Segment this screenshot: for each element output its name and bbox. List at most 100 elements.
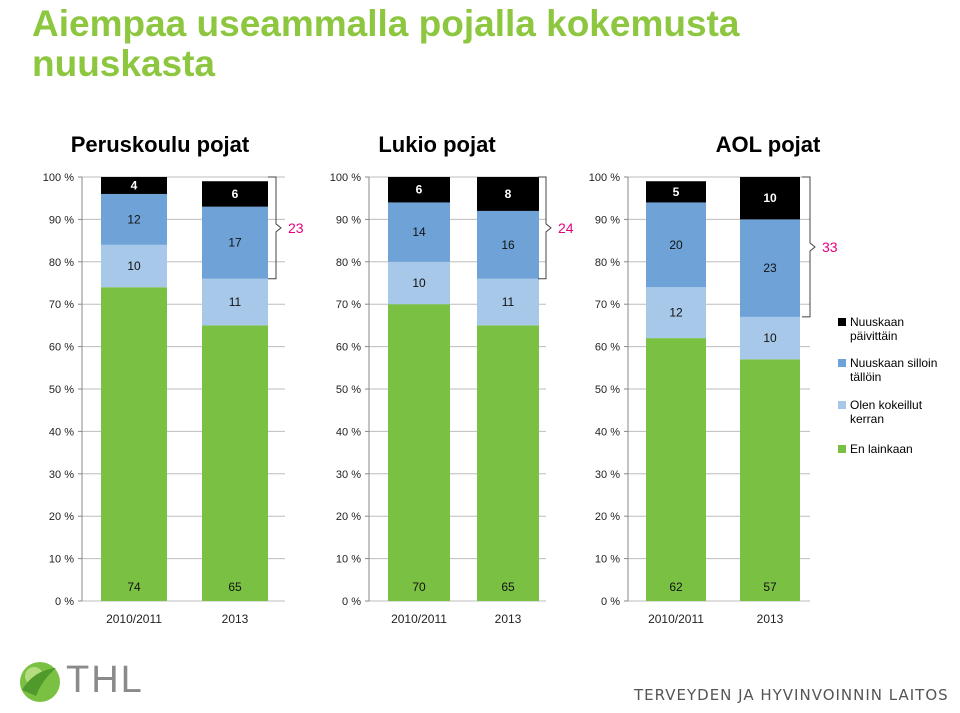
bar-segment: [101, 287, 167, 601]
x-tick-label: 2013: [222, 612, 249, 626]
legend-swatch: [838, 445, 846, 453]
y-tick-label: 50 %: [49, 384, 74, 396]
legend-label: kerran: [850, 412, 884, 426]
data-label: 62: [669, 580, 683, 594]
data-label: 6: [416, 183, 423, 197]
y-tick-label: 80 %: [336, 257, 361, 269]
data-label: 74: [127, 580, 141, 594]
data-label: 11: [229, 295, 242, 309]
y-tick-label: 30 %: [336, 469, 361, 481]
bracket: [802, 176, 816, 318]
logo-text: THL: [66, 659, 144, 701]
data-label: 8: [505, 187, 512, 201]
legend-label: En lainkaan: [850, 442, 913, 456]
y-tick-label: 20 %: [595, 511, 620, 523]
bar-segment: [202, 206, 268, 279]
y-tick-label: 0 %: [342, 596, 361, 608]
data-label: 23: [763, 261, 777, 275]
y-tick-label: 40 %: [336, 426, 361, 438]
x-tick-label: 2013: [757, 612, 784, 626]
slide-title: Aiempaa useammalla pojalla kokemusta nuu…: [32, 3, 740, 84]
data-label: 16: [501, 238, 515, 252]
y-tick-label: 40 %: [49, 426, 74, 438]
legend-label: Nuuskaan: [850, 315, 904, 329]
bracket-sum-label: 24: [558, 220, 574, 236]
bar-segment: [477, 325, 539, 601]
chart-title: Lukio pojat: [378, 132, 496, 157]
bar-segment: [646, 202, 706, 288]
data-label: 6: [232, 187, 239, 201]
data-label: 10: [763, 331, 777, 345]
y-tick-label: 10 %: [595, 554, 620, 566]
data-label: 10: [763, 191, 777, 205]
bar-segment: [477, 210, 539, 279]
data-label: 70: [412, 580, 426, 594]
organization-name: TERVEYDEN JA HYVINVOINNIN LAITOS: [634, 686, 949, 704]
data-label: 57: [763, 580, 777, 594]
y-tick-label: 70 %: [336, 299, 361, 311]
y-tick-label: 100 %: [43, 172, 74, 184]
legend-swatch: [838, 359, 846, 367]
y-tick-label: 10 %: [336, 554, 361, 566]
bar-segment: [202, 325, 268, 601]
bracket: [538, 176, 552, 280]
thl-logo-icon: [20, 662, 60, 702]
data-label: 20: [669, 238, 683, 252]
y-tick-label: 20 %: [336, 511, 361, 523]
bar-segment: [740, 316, 800, 360]
legend-label: päivittäin: [850, 329, 897, 343]
data-label: 4: [131, 178, 138, 192]
bar-segment: [740, 177, 800, 220]
bar-segment: [477, 278, 539, 326]
y-tick-label: 90 %: [49, 214, 74, 226]
x-tick-label: 2010/2011: [391, 612, 447, 626]
x-tick-label: 2013: [495, 612, 522, 626]
bracket-sum-label: 23: [288, 220, 304, 236]
y-tick-label: 60 %: [595, 342, 620, 354]
data-label: 12: [669, 306, 683, 320]
y-tick-label: 0 %: [601, 596, 620, 608]
bar-segment: [101, 177, 167, 194]
bar-segment: [388, 304, 450, 601]
bracket: [268, 176, 282, 280]
chart-title: Peruskoulu pojat: [71, 132, 250, 157]
legend-swatch: [838, 318, 846, 326]
bar-segment: [388, 202, 450, 262]
bar-segment: [388, 177, 450, 203]
y-tick-label: 90 %: [595, 214, 620, 226]
bar-segment: [646, 181, 706, 203]
data-label: 11: [502, 295, 515, 309]
x-tick-label: 2010/2011: [106, 612, 162, 626]
bar-segment: [740, 219, 800, 317]
bar-segment: [740, 359, 800, 601]
bar-segment: [646, 287, 706, 339]
y-tick-label: 30 %: [595, 469, 620, 481]
legend-label: tällöin: [850, 370, 881, 384]
y-tick-label: 20 %: [49, 511, 74, 523]
legend-label: Nuuskaan silloin: [850, 356, 937, 370]
y-tick-label: 70 %: [49, 299, 74, 311]
data-label: 10: [412, 276, 426, 290]
y-tick-label: 100 %: [330, 172, 361, 184]
data-label: 5: [673, 185, 680, 199]
x-tick-label: 2010/2011: [648, 612, 704, 626]
y-tick-label: 90 %: [336, 214, 361, 226]
data-label: 14: [412, 225, 426, 239]
y-tick-label: 40 %: [595, 426, 620, 438]
legend-label: Olen kokeillut: [850, 398, 923, 412]
data-label: 65: [228, 580, 242, 594]
bar-segment: [388, 261, 450, 305]
legend-swatch: [838, 401, 846, 409]
y-tick-label: 10 %: [49, 554, 74, 566]
bracket-sum-label: 33: [822, 239, 838, 255]
bar-segment: [101, 244, 167, 288]
y-tick-label: 100 %: [589, 172, 620, 184]
data-label: 65: [501, 580, 515, 594]
data-label: 12: [127, 212, 141, 226]
y-tick-label: 70 %: [595, 299, 620, 311]
data-label: 10: [127, 259, 141, 273]
y-tick-label: 50 %: [595, 384, 620, 396]
y-tick-label: 80 %: [595, 257, 620, 269]
chart-title: AOL pojat: [716, 132, 821, 157]
